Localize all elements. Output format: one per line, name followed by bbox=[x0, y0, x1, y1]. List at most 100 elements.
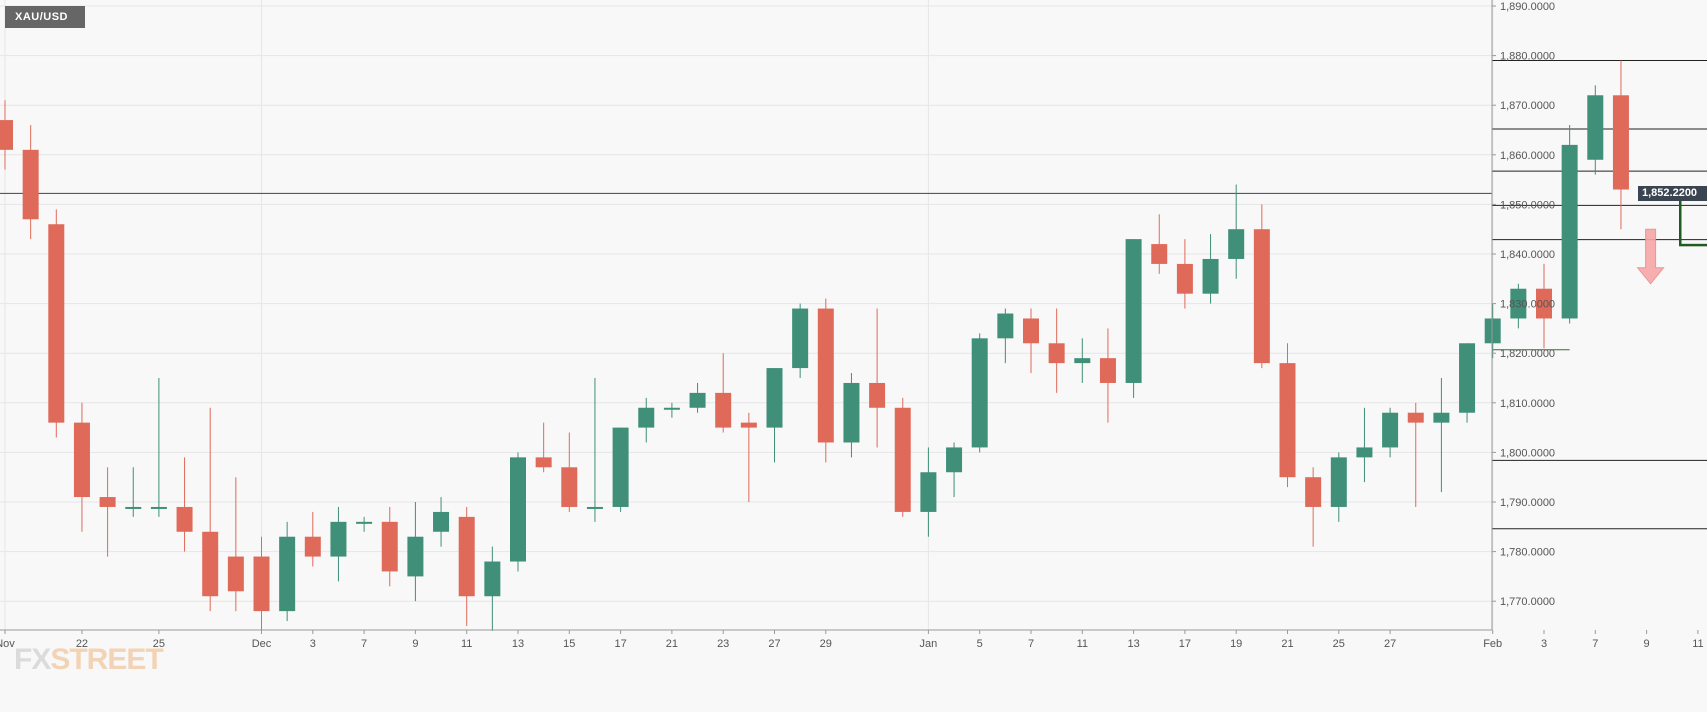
x-tick-label: 21 bbox=[666, 638, 678, 650]
x-tick-label: 13 bbox=[1127, 638, 1139, 650]
candle-down bbox=[1023, 318, 1039, 344]
y-tick-label: 1,790.0000 bbox=[1500, 497, 1555, 509]
annotations bbox=[1636, 198, 1707, 285]
y-tick-label: 1,860.0000 bbox=[1500, 150, 1555, 162]
x-tick-label: 25 bbox=[153, 638, 165, 650]
y-tick-label: 1,780.0000 bbox=[1500, 547, 1555, 559]
y-tick-label: 1,870.0000 bbox=[1500, 100, 1555, 112]
x-tick-label: Nov bbox=[0, 638, 15, 650]
x-tick-label: 7 bbox=[1028, 638, 1034, 650]
candle-up bbox=[484, 561, 501, 597]
candle-up bbox=[1561, 144, 1578, 319]
candle-down bbox=[740, 422, 757, 428]
y-tick-label: 1,830.0000 bbox=[1500, 299, 1555, 311]
candle-down bbox=[535, 457, 552, 468]
candle-up bbox=[638, 407, 655, 428]
candle-up bbox=[612, 427, 629, 507]
x-tick-label: 27 bbox=[1384, 638, 1396, 650]
y-tick-label: 1,770.0000 bbox=[1500, 596, 1555, 608]
candles bbox=[0, 60, 1655, 631]
candle-up bbox=[407, 536, 424, 577]
candle-down bbox=[176, 506, 193, 532]
x-tick-label: 19 bbox=[1230, 638, 1242, 650]
candle-up bbox=[356, 521, 373, 524]
candle-down bbox=[1253, 229, 1270, 364]
candle-up bbox=[1074, 358, 1091, 364]
x-tick-label: Dec bbox=[252, 638, 272, 650]
candle-down bbox=[1176, 263, 1193, 294]
y-tick-label: 1,850.0000 bbox=[1500, 199, 1555, 211]
candle-up bbox=[150, 506, 167, 509]
candle-up bbox=[997, 313, 1014, 339]
x-tick-label: 3 bbox=[310, 638, 316, 650]
watermark-part2: STREET bbox=[50, 643, 163, 676]
x-tick-label: 11 bbox=[1077, 638, 1088, 650]
candle-up bbox=[433, 511, 450, 532]
candle-up bbox=[1484, 318, 1501, 344]
candle-up bbox=[279, 536, 296, 612]
candle-down bbox=[227, 556, 244, 592]
x-tick-label: 11 bbox=[461, 638, 472, 650]
candle-down bbox=[1407, 412, 1424, 423]
x-tick-label: 5 bbox=[977, 638, 983, 650]
candle-up bbox=[330, 521, 347, 557]
x-tick-label: 9 bbox=[412, 638, 418, 650]
y-tick-label: 1,810.0000 bbox=[1500, 398, 1555, 410]
fibonacci-levels: 0.0%23.6%38.2%50.0%61.8%100.0%138.2%161.… bbox=[0, 60, 1707, 530]
fxstreet-watermark: FXSTREET bbox=[14, 643, 164, 677]
candle-down bbox=[1048, 343, 1065, 364]
candle-up bbox=[1382, 412, 1399, 448]
x-tick-label: 7 bbox=[361, 638, 367, 650]
x-tick-label: Feb bbox=[1483, 638, 1502, 650]
candle-up bbox=[971, 338, 988, 448]
candle-down bbox=[304, 536, 321, 557]
x-tick-label: 9 bbox=[1644, 638, 1650, 650]
candle-down bbox=[458, 516, 475, 597]
arrow-down-icon bbox=[1636, 228, 1665, 285]
y-tick-label: 1,880.0000 bbox=[1500, 51, 1555, 63]
candle-up bbox=[766, 368, 783, 428]
candle-up bbox=[586, 506, 603, 509]
x-tick-label: 13 bbox=[512, 638, 524, 650]
grid bbox=[0, 0, 1494, 630]
candle-down bbox=[22, 149, 39, 220]
x-tick-label: 29 bbox=[820, 638, 832, 650]
x-tick-label: 23 bbox=[717, 638, 729, 650]
candle-down bbox=[1099, 358, 1116, 383]
candle-down bbox=[561, 467, 578, 507]
candle-down bbox=[817, 308, 834, 443]
candle-down bbox=[1612, 95, 1629, 190]
candle-up bbox=[1356, 447, 1373, 458]
candle-down bbox=[1305, 477, 1322, 507]
candle-up bbox=[1433, 412, 1450, 423]
candle-up bbox=[663, 407, 680, 410]
y-tick-label: 1,800.0000 bbox=[1500, 447, 1555, 459]
x-tick-label: Jan bbox=[920, 638, 938, 650]
candle-up bbox=[1459, 343, 1476, 413]
x-tick-label: 27 bbox=[768, 638, 780, 650]
candle-down bbox=[73, 422, 90, 498]
candle-down bbox=[48, 224, 65, 423]
x-tick-label: 21 bbox=[1281, 638, 1293, 650]
candle-down bbox=[1279, 363, 1296, 478]
x-tick-label: 15 bbox=[563, 638, 575, 650]
candle-up bbox=[843, 382, 860, 443]
x-tick-label: 22 bbox=[76, 638, 88, 650]
support-zone-box bbox=[1679, 198, 1707, 247]
candle-down bbox=[253, 556, 270, 612]
candle-down bbox=[99, 497, 116, 507]
candle-up bbox=[946, 447, 963, 473]
candle-up bbox=[1202, 258, 1219, 294]
x-tick-label: 25 bbox=[1333, 638, 1345, 650]
x-tick-label: 3 bbox=[1541, 638, 1547, 650]
y-tick-label: 1,840.0000 bbox=[1500, 249, 1555, 261]
y-tick-label: 1,820.0000 bbox=[1500, 348, 1555, 360]
candle-up bbox=[510, 457, 526, 562]
candle-up bbox=[1125, 239, 1142, 383]
candle-up bbox=[689, 392, 706, 408]
x-tick-label: 7 bbox=[1592, 638, 1598, 650]
candle-down bbox=[0, 120, 13, 150]
x-tick-label: 11 bbox=[1692, 638, 1703, 650]
candle-up bbox=[1330, 457, 1347, 507]
